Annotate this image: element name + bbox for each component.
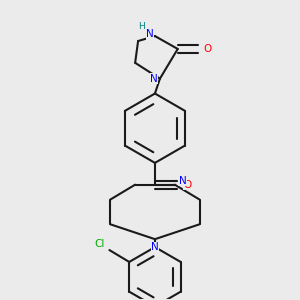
Text: N: N: [146, 29, 154, 39]
Text: O: O: [184, 180, 192, 190]
Text: N: N: [151, 242, 159, 252]
Text: Cl: Cl: [94, 239, 105, 249]
Text: O: O: [203, 44, 211, 54]
Text: H: H: [138, 22, 145, 31]
Text: N: N: [150, 74, 158, 84]
Text: N: N: [179, 176, 187, 186]
